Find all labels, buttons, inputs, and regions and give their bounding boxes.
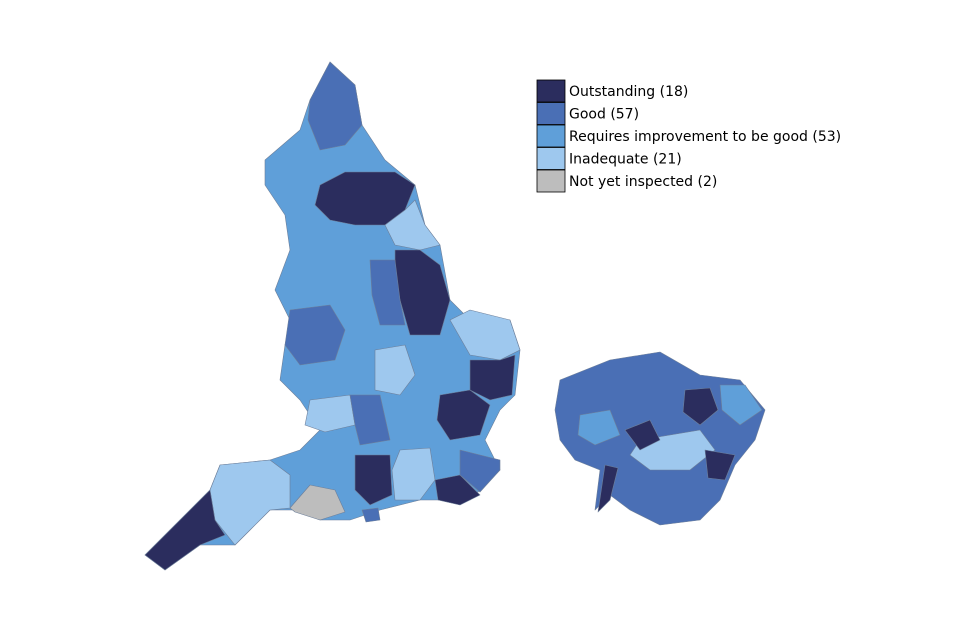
region (384, 199, 441, 251)
england-map (144, 61, 521, 571)
legend: Outstanding (18) Good (57) Requires improv… (536, 79, 841, 193)
region (354, 454, 393, 506)
region (369, 259, 406, 326)
region (469, 354, 516, 401)
legend-swatch (536, 147, 566, 170)
legend-label: Outstanding (18) (569, 84, 688, 100)
region (597, 464, 619, 513)
region (459, 449, 501, 493)
legend-swatch (536, 79, 566, 103)
region (307, 61, 363, 151)
legend-swatch (536, 124, 566, 148)
legend-swatch (536, 169, 566, 193)
legend-label: Inadequate (21) (569, 152, 682, 168)
region (391, 447, 436, 501)
region (289, 484, 346, 521)
region (704, 449, 736, 481)
region (361, 507, 381, 523)
legend-label: Good (57) (569, 107, 639, 123)
region (436, 389, 491, 441)
region (624, 419, 661, 451)
region (719, 384, 763, 426)
region (577, 409, 621, 446)
legend-label: Not yet inspected (2) (569, 174, 717, 190)
region (434, 474, 481, 506)
region (449, 309, 521, 361)
region (682, 387, 719, 426)
region (284, 304, 346, 366)
legend-swatch (536, 102, 566, 125)
london-map (554, 351, 766, 526)
region (349, 394, 391, 446)
region (304, 394, 356, 433)
region (144, 489, 226, 571)
region (374, 344, 416, 396)
legend-label: Requires improvement to be good (53) (569, 129, 841, 145)
